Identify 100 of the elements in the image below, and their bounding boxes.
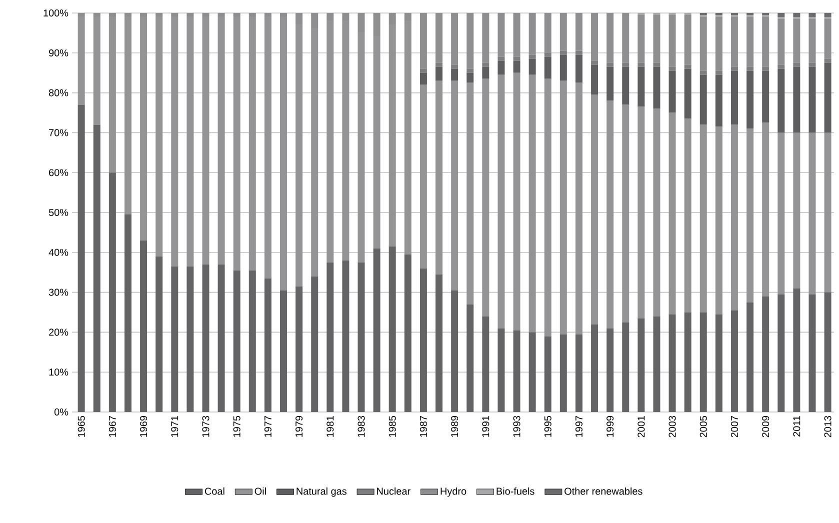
bar bbox=[466, 12, 474, 69]
bar bbox=[482, 12, 490, 63]
bar bbox=[762, 122, 770, 296]
bar bbox=[824, 18, 832, 59]
y-tick-label: 80% bbox=[48, 89, 68, 96]
legend-label: Hydro bbox=[440, 487, 466, 497]
x-tick-label: 1999 bbox=[606, 416, 614, 437]
bar bbox=[218, 16, 225, 264]
bar bbox=[436, 80, 443, 274]
x-tick-label: 1973 bbox=[202, 416, 210, 437]
bar bbox=[388, 246, 396, 412]
bar bbox=[575, 334, 582, 412]
bar bbox=[498, 12, 505, 57]
bar bbox=[233, 16, 240, 270]
y-tick-label: 10% bbox=[49, 368, 68, 376]
x-tick-label: 1989 bbox=[451, 416, 458, 437]
x-tick-label: 1969 bbox=[140, 416, 148, 437]
x-tick-label: 1993 bbox=[513, 416, 520, 437]
bar bbox=[560, 334, 567, 412]
x-tick-label: 1997 bbox=[575, 416, 582, 437]
bar bbox=[824, 12, 832, 17]
x-tick-label: 2007 bbox=[730, 416, 738, 438]
bar bbox=[606, 12, 614, 63]
bar bbox=[778, 68, 785, 133]
bar bbox=[311, 276, 318, 412]
bar bbox=[638, 318, 645, 412]
bar bbox=[668, 112, 676, 314]
bar bbox=[420, 68, 427, 73]
bar bbox=[778, 294, 785, 412]
bar bbox=[451, 12, 458, 65]
bar bbox=[482, 62, 490, 67]
bar bbox=[622, 104, 630, 322]
bar bbox=[591, 324, 598, 412]
bar bbox=[218, 264, 225, 412]
bar bbox=[498, 56, 505, 61]
bar bbox=[451, 290, 458, 412]
bar bbox=[420, 268, 427, 412]
bar bbox=[638, 106, 645, 318]
y-tick-label: 90% bbox=[49, 49, 68, 56]
bar bbox=[638, 62, 645, 67]
bar bbox=[78, 16, 85, 105]
bar bbox=[420, 12, 427, 69]
x-tick-label: 2011 bbox=[793, 416, 800, 436]
bar bbox=[638, 14, 645, 63]
bar bbox=[700, 16, 707, 71]
bar bbox=[436, 12, 443, 63]
bar bbox=[746, 70, 754, 129]
x-tick-label: 1981 bbox=[326, 416, 334, 437]
legend-label: Nuclear bbox=[377, 487, 410, 495]
bar bbox=[762, 66, 770, 71]
bar bbox=[575, 82, 582, 334]
bar bbox=[544, 12, 552, 53]
bar bbox=[746, 16, 754, 67]
bar bbox=[808, 62, 816, 67]
bar bbox=[108, 172, 116, 412]
bar bbox=[140, 16, 148, 240]
x-tick-label: 1975 bbox=[233, 416, 240, 437]
bar bbox=[622, 322, 630, 412]
bar bbox=[715, 70, 722, 75]
bar bbox=[202, 264, 210, 412]
bar bbox=[280, 290, 287, 412]
bar bbox=[528, 332, 536, 412]
bar bbox=[528, 12, 536, 55]
bar bbox=[653, 66, 660, 109]
bar bbox=[420, 84, 427, 268]
y-tick-label: 20% bbox=[49, 328, 68, 336]
bar bbox=[684, 312, 692, 412]
bar bbox=[606, 66, 614, 101]
bar bbox=[482, 78, 490, 316]
x-tick-label: 1965 bbox=[78, 416, 85, 437]
bar bbox=[513, 60, 520, 73]
bar bbox=[591, 64, 598, 95]
bar bbox=[248, 16, 256, 270]
bar bbox=[808, 12, 816, 17]
bar bbox=[715, 74, 722, 127]
bar bbox=[700, 70, 707, 75]
y-tick-label: 40% bbox=[48, 248, 68, 256]
bar bbox=[466, 82, 474, 304]
bar bbox=[730, 66, 738, 71]
bar bbox=[544, 336, 552, 412]
bar bbox=[684, 14, 692, 65]
bar bbox=[202, 16, 210, 264]
bar bbox=[498, 328, 505, 412]
bar bbox=[124, 214, 132, 412]
bar bbox=[606, 328, 614, 412]
bar bbox=[793, 18, 800, 63]
bar bbox=[622, 66, 630, 105]
bar bbox=[715, 126, 722, 314]
bar bbox=[124, 16, 132, 214]
bar bbox=[451, 80, 458, 290]
bar bbox=[746, 66, 754, 71]
x-tick-label: 1995 bbox=[544, 416, 552, 437]
bar bbox=[606, 62, 614, 67]
bar bbox=[653, 108, 660, 316]
bar bbox=[808, 18, 816, 63]
x-tick-label: 2009 bbox=[762, 416, 770, 438]
bar bbox=[622, 62, 630, 67]
bar bbox=[668, 314, 676, 412]
bar bbox=[653, 316, 660, 412]
bar bbox=[482, 316, 490, 412]
